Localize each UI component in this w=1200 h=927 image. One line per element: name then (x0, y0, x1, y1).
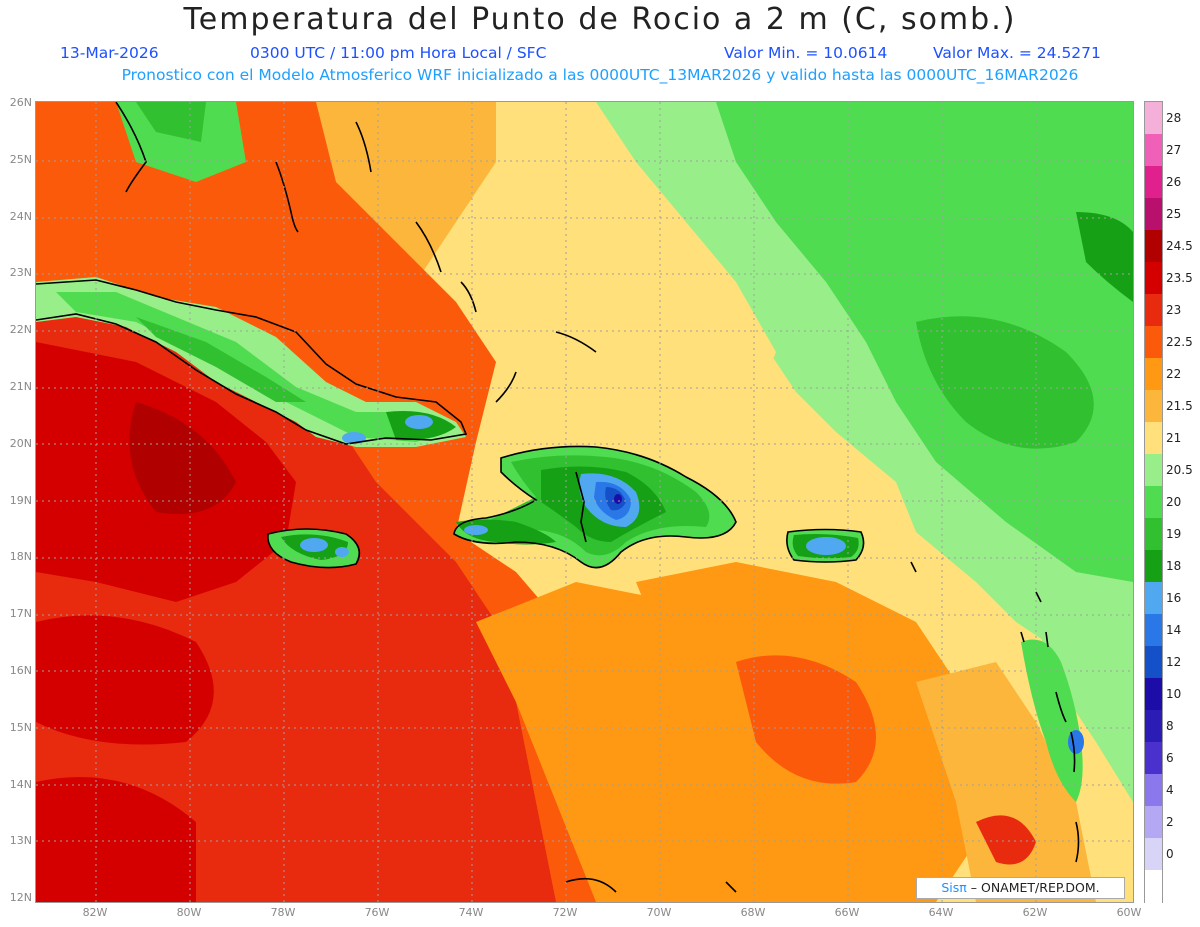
legend-label: 19 (1166, 527, 1182, 541)
latitude-label: 24N (9, 209, 32, 223)
legend-label: 18 (1166, 559, 1182, 573)
legend-label: 23.5 (1166, 271, 1193, 285)
latitude-label: 22N (9, 323, 32, 337)
legend-swatch (1145, 774, 1162, 807)
legend-swatch (1145, 806, 1162, 839)
longitude-label: 64W (928, 906, 954, 919)
longitude-label: 82W (82, 906, 108, 919)
color-legend (1144, 101, 1163, 903)
min-value: Valor Min. = 10.0614 (724, 44, 888, 62)
longitude-label: 68W (740, 906, 766, 919)
longitude-label: 70W (646, 906, 672, 919)
legend-label: 6 (1166, 751, 1174, 765)
legend-label: 14 (1166, 623, 1182, 637)
credit-box: Sisπ – ONAMET/REP.DOM. (916, 877, 1125, 899)
legend-swatch (1145, 838, 1162, 871)
legend-label: 4 (1166, 783, 1174, 797)
legend-label: 21 (1166, 431, 1182, 445)
longitude-label: 80W (176, 906, 202, 919)
legend-label: 25 (1166, 207, 1182, 221)
legend-label: 22.5 (1166, 335, 1193, 349)
legend-label: 0 (1166, 847, 1174, 861)
legend-swatch (1145, 262, 1162, 295)
legend-swatch (1145, 486, 1162, 519)
legend-swatch (1145, 390, 1162, 423)
latitude-label: 19N (9, 493, 32, 507)
longitude-label: 66W (834, 906, 860, 919)
latitude-label: 17N (9, 607, 32, 621)
latitude-label: 26N (9, 96, 32, 109)
latitude-label: 16N (9, 664, 32, 677)
longitude-label: 76W (364, 906, 390, 919)
legend-label: 8 (1166, 719, 1174, 733)
legend-label: 23 (1166, 303, 1182, 317)
model-info: Pronostico con el Modelo Atmosferico WRF… (121, 66, 1079, 84)
longitude-label: 72W (552, 906, 578, 919)
legend-swatch (1145, 550, 1162, 583)
legend-swatch (1145, 742, 1162, 775)
latitude-label: 18N (9, 550, 32, 564)
longitude-label: 74W (458, 906, 484, 919)
longitude-label: 78W (270, 906, 296, 919)
legend-label: 28 (1166, 111, 1182, 125)
longitude-label: 62W (1022, 906, 1048, 919)
latitude-label: 23N (9, 266, 32, 280)
legend-label: 20.5 (1166, 463, 1193, 477)
credit-text: – ONAMET/REP.DOM. (966, 880, 1100, 895)
latitude-label: 13N (9, 834, 32, 848)
legend-swatch (1145, 422, 1162, 455)
latitude-label: 20N (9, 436, 32, 450)
legend-swatch (1145, 358, 1162, 391)
legend-swatch (1145, 230, 1162, 263)
forecast-date: 13-Mar-2026 (60, 44, 159, 62)
max-value: Valor Max. = 24.5271 (933, 44, 1101, 62)
map-title: Temperatura del Punto de Rocio a 2 m (C,… (183, 2, 1017, 37)
legend-label: 26 (1166, 175, 1182, 189)
latitude-label: 14N (9, 777, 32, 791)
forecast-time: 0300 UTC / 11:00 pm Hora Local / SFC (250, 44, 547, 62)
legend-label: 20 (1166, 495, 1182, 509)
latitude-label: 21N (9, 380, 32, 393)
subtitle-row: 13-Mar-2026 0300 UTC / 11:00 pm Hora Loc… (0, 44, 1200, 64)
legend-label: 16 (1166, 591, 1182, 605)
latitude-label: 12N (9, 891, 32, 905)
legend-label: 22 (1166, 367, 1182, 381)
legend-swatch (1145, 166, 1162, 199)
legend-swatch (1145, 134, 1162, 167)
legend-label: 10 (1166, 687, 1182, 701)
legend-swatch (1145, 454, 1162, 487)
legend-swatch (1145, 582, 1162, 615)
legend-swatch (1145, 710, 1162, 743)
legend-swatch (1145, 614, 1162, 647)
legend-swatch (1145, 678, 1162, 711)
latitude-label: 15N (9, 720, 32, 734)
dewpoint-map (35, 101, 1134, 903)
legend-label: 2 (1166, 815, 1174, 829)
legend-label: 21.5 (1166, 399, 1193, 413)
legend-swatch (1145, 326, 1162, 359)
legend-label: 12 (1166, 655, 1182, 669)
legend-swatch (1145, 102, 1162, 135)
longitude-label: 60W (1116, 906, 1142, 919)
legend-swatch (1145, 646, 1162, 679)
latitude-label: 25N (9, 152, 32, 166)
legend-swatch (1145, 294, 1162, 327)
legend-swatch (1145, 518, 1162, 551)
legend-swatch (1145, 198, 1162, 231)
legend-label: 27 (1166, 143, 1182, 157)
credit-brand: Sisπ (941, 880, 967, 895)
legend-label: 24.5 (1166, 239, 1193, 253)
legend-swatch (1145, 870, 1162, 903)
